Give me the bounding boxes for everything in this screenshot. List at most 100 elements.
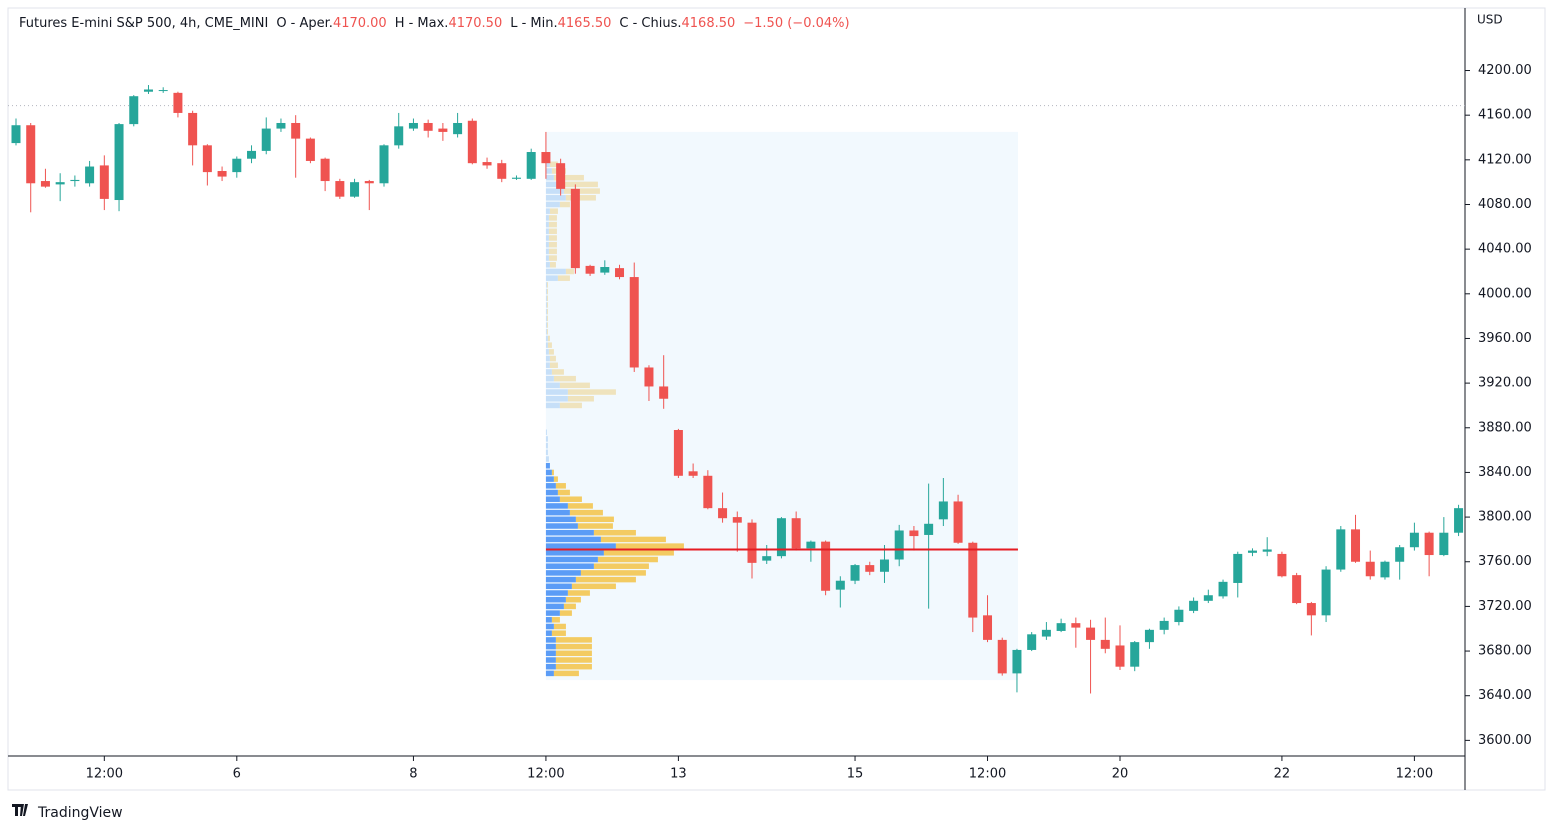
candle-body bbox=[143, 89, 153, 92]
profile-down bbox=[549, 161, 558, 168]
candle-body bbox=[158, 90, 168, 92]
y-tick-label: 3920.00 bbox=[1478, 376, 1532, 391]
legend-label: C - Chius. bbox=[619, 16, 681, 31]
profile-up bbox=[545, 657, 556, 663]
legend-value: 4168.50 bbox=[682, 16, 736, 31]
profile-up bbox=[545, 382, 560, 389]
candle-body bbox=[1247, 550, 1257, 553]
profile-up bbox=[545, 195, 566, 201]
profile-down bbox=[567, 389, 616, 395]
candle-body bbox=[821, 541, 831, 591]
profile-down bbox=[565, 268, 574, 275]
profile-down bbox=[548, 215, 557, 221]
profile-up bbox=[545, 188, 564, 194]
profile-up bbox=[545, 308, 547, 315]
profile-down bbox=[593, 563, 649, 569]
candle-body bbox=[644, 367, 654, 387]
candle-body bbox=[1351, 529, 1361, 562]
profile-up bbox=[545, 429, 547, 435]
profile-down bbox=[547, 342, 552, 348]
profile-up bbox=[545, 610, 560, 616]
candle-body bbox=[541, 152, 551, 164]
candle-body bbox=[865, 565, 875, 572]
y-tick-label: 4200.00 bbox=[1478, 63, 1532, 78]
profile-up bbox=[545, 489, 558, 496]
profile-up bbox=[545, 663, 556, 670]
profile-up bbox=[545, 650, 556, 657]
candle-body bbox=[688, 471, 698, 476]
profile-up bbox=[545, 442, 548, 449]
profile-up bbox=[545, 509, 570, 516]
profile-up bbox=[545, 201, 560, 208]
profile-down bbox=[549, 262, 556, 268]
candle-body bbox=[629, 277, 639, 368]
profile-down bbox=[563, 188, 600, 194]
profile-up bbox=[545, 590, 568, 596]
change: −1.50 (−0.04%) bbox=[743, 16, 849, 31]
profile-up bbox=[545, 248, 549, 255]
profile-down bbox=[565, 195, 596, 201]
candle-body bbox=[188, 112, 198, 146]
profile-up bbox=[545, 342, 548, 348]
profile-down bbox=[549, 208, 558, 214]
profile-up bbox=[545, 570, 581, 576]
y-tick-label: 4000.00 bbox=[1478, 286, 1532, 301]
profile-down bbox=[551, 630, 566, 636]
x-tick-label: 15 bbox=[847, 767, 864, 782]
profile-down bbox=[597, 556, 658, 563]
candle-body bbox=[423, 122, 433, 131]
candle-body bbox=[1159, 620, 1169, 630]
profile-up bbox=[545, 329, 547, 335]
y-tick-label: 3840.00 bbox=[1478, 465, 1532, 480]
profile-down bbox=[567, 503, 593, 509]
profile-up bbox=[545, 268, 566, 275]
profile-up bbox=[545, 262, 550, 268]
profile-down bbox=[569, 509, 603, 516]
candle-body bbox=[129, 96, 139, 125]
profile-down bbox=[553, 623, 566, 630]
candle-body bbox=[379, 145, 389, 184]
candle-body bbox=[438, 128, 448, 132]
profile-up bbox=[545, 375, 554, 382]
candle-body bbox=[291, 122, 301, 139]
profile-up bbox=[545, 576, 576, 583]
profile-up bbox=[545, 583, 572, 590]
y-tick-label: 4160.00 bbox=[1478, 108, 1532, 123]
candle-body bbox=[718, 508, 728, 519]
profile-up bbox=[545, 596, 566, 603]
candle-body bbox=[335, 181, 345, 197]
profile-up bbox=[545, 295, 547, 302]
candle-body bbox=[1424, 532, 1434, 556]
profile-up bbox=[545, 456, 549, 462]
candle-body bbox=[1130, 642, 1140, 667]
profile-up bbox=[545, 516, 576, 523]
profile-down bbox=[548, 221, 557, 228]
x-tick-label: 12:00 bbox=[527, 767, 564, 782]
profile-down bbox=[548, 255, 557, 261]
candle-body bbox=[659, 386, 669, 399]
profile-down bbox=[575, 516, 614, 523]
profile-down bbox=[548, 349, 554, 355]
profile-up bbox=[545, 255, 549, 261]
profile-down bbox=[563, 603, 576, 610]
profile-up bbox=[545, 161, 550, 168]
profile-up bbox=[545, 275, 558, 281]
candle-body bbox=[467, 120, 477, 164]
profile-up bbox=[545, 402, 560, 409]
profile-up bbox=[545, 536, 601, 543]
candle-body bbox=[835, 580, 845, 590]
candle-body bbox=[350, 182, 360, 197]
candle-body bbox=[276, 122, 286, 129]
profile-up bbox=[545, 462, 550, 469]
y-tick-label: 3760.00 bbox=[1478, 554, 1532, 569]
profile-down bbox=[546, 302, 548, 308]
candle-body bbox=[247, 150, 257, 159]
profile-up bbox=[545, 603, 564, 610]
candle-body bbox=[1203, 595, 1213, 601]
profile-down bbox=[557, 489, 570, 496]
candle-body bbox=[894, 530, 904, 560]
currency: USD bbox=[1477, 13, 1503, 27]
candle-body bbox=[217, 170, 227, 177]
candle-body bbox=[202, 145, 212, 173]
y-tick-label: 4080.00 bbox=[1478, 197, 1532, 212]
